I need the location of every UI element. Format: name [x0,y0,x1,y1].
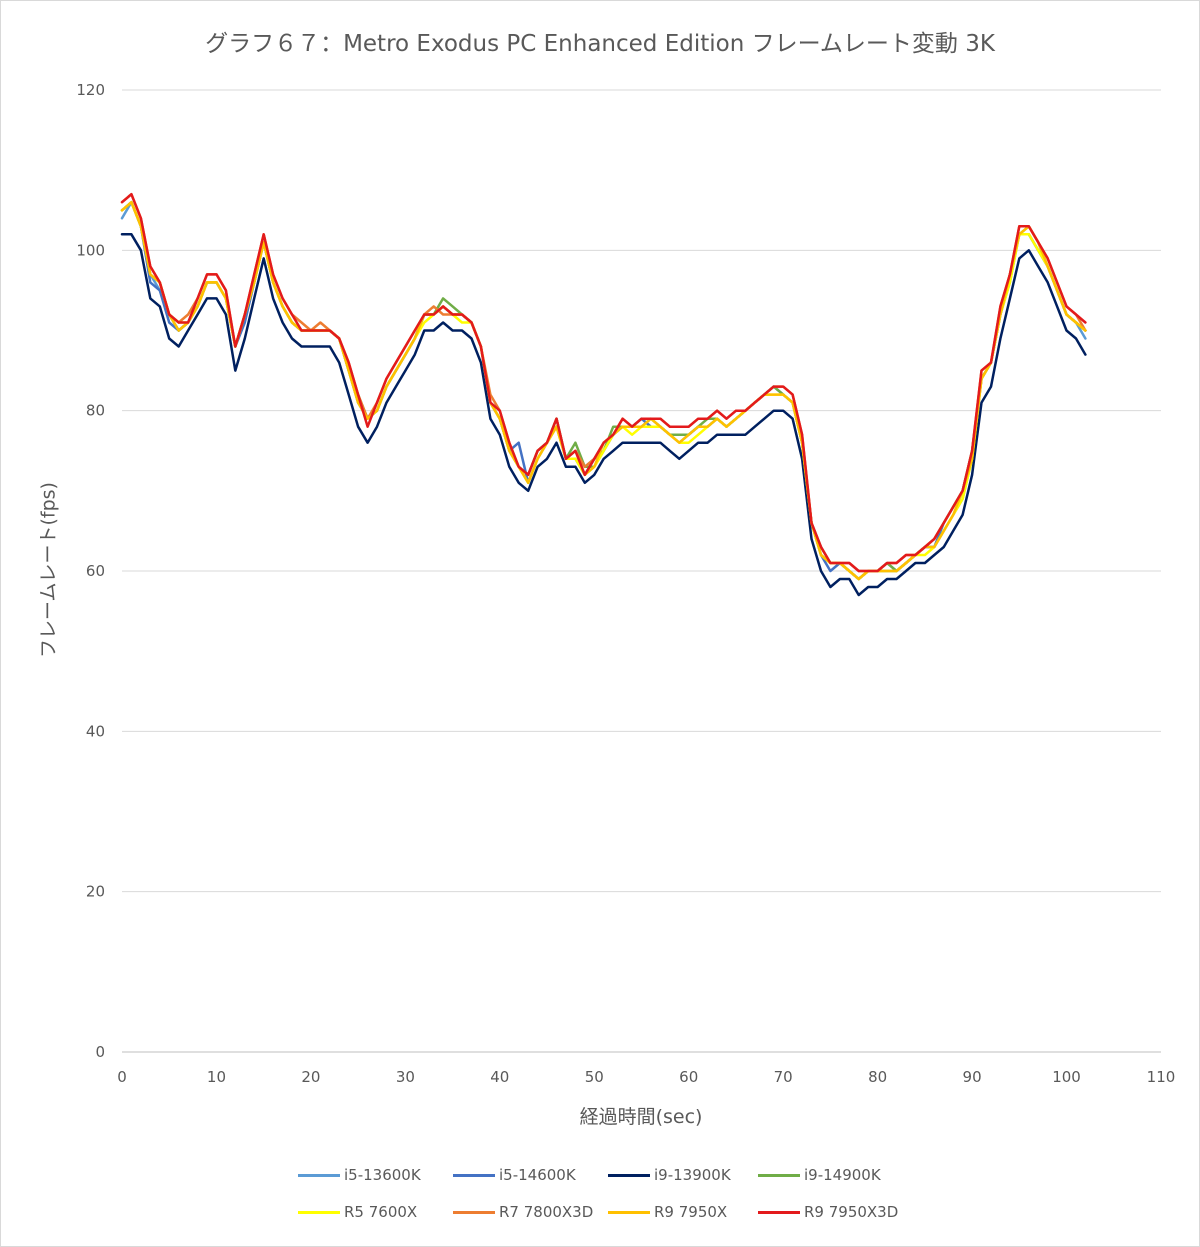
legend-swatch [758,1210,800,1214]
legend-swatch [298,1210,340,1214]
x-tick-label: 80 [868,1068,887,1086]
legend-item: R9 7950X [608,1203,727,1221]
y-tick-label: 60 [86,562,105,580]
x-tick-label: 100 [1052,1068,1081,1086]
legend-label: R9 7950X3D [804,1203,899,1221]
y-tick-label: 120 [76,81,105,99]
legend-label: i5-13600K [344,1166,421,1184]
legend-label: i9-14900K [804,1166,881,1184]
legend-item: i5-13600K [298,1166,421,1184]
x-tick-label: 10 [207,1068,226,1086]
series-line-r9-7950x [120,200,1087,581]
y-tick-label: 20 [86,883,105,901]
x-tick-label: 90 [963,1068,982,1086]
x-tick-label: 110 [1147,1068,1176,1086]
legend-item: i9-13900K [608,1166,731,1184]
legend-label: R7 7800X3D [499,1203,594,1221]
legend-swatch [758,1173,800,1177]
x-tick-label: 30 [396,1068,415,1086]
series-line-i9-13900k [120,233,1087,597]
x-tick-label: 60 [679,1068,698,1086]
legend-swatch [453,1173,495,1177]
legend-swatch [608,1210,650,1214]
legend-swatch [298,1173,340,1177]
legend-label: R5 7600X [344,1203,418,1221]
y-tick-label: 40 [86,722,105,740]
chart-title: グラフ６７：Metro Exodus PC Enhanced Edition フ… [205,31,995,57]
legend-item: i9-14900K [758,1166,881,1184]
legend-label: i5-14600K [499,1166,576,1184]
y-tick-label: 100 [76,241,105,259]
x-tick-label: 70 [774,1068,793,1086]
x-tick-label: 0 [117,1068,127,1086]
legend-item: R5 7600X [298,1203,417,1221]
x-tick-label: 20 [301,1068,320,1086]
y-tick-label: 80 [86,402,105,420]
legend-item: i5-14600K [453,1166,576,1184]
legend-item: R7 7800X3D [453,1203,593,1221]
legend-swatch [453,1210,495,1214]
x-tick-label: 40 [490,1068,509,1086]
legend-swatch [608,1173,650,1177]
legend-label: R9 7950X [654,1203,728,1221]
series-line-r9-7950x3d [120,192,1087,573]
x-axis-label: 経過時間(sec) [579,1106,703,1128]
legend-item: R9 7950X3D [758,1203,898,1221]
legend-label: i9-13900K [654,1166,731,1184]
y-tick-label: 0 [95,1043,105,1061]
x-tick-label: 50 [585,1068,604,1086]
